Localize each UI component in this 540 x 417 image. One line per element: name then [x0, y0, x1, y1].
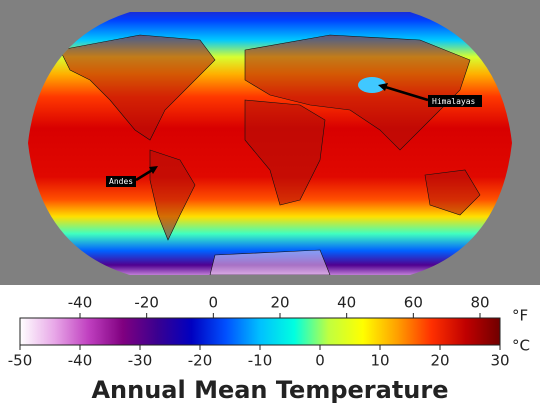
title: Annual Mean Temperature — [91, 376, 448, 404]
f-tick-label: 40 — [337, 294, 356, 312]
c-unit: °C — [512, 337, 530, 355]
annotation: Andes — [109, 177, 133, 186]
annotation-box — [428, 95, 482, 107]
f-tick-label: 0 — [209, 294, 219, 312]
annotation: Himalayas — [432, 97, 476, 106]
c-tick-label: -20 — [188, 352, 213, 370]
f-tick-label: -20 — [134, 294, 159, 312]
f-unit: °F — [512, 307, 528, 325]
f-tick-label: 60 — [404, 294, 423, 312]
colorbar — [19, 317, 501, 346]
himalaya-cold — [358, 77, 386, 93]
arrow-head — [378, 83, 388, 91]
c-tick-label: -30 — [128, 352, 153, 370]
map — [28, 12, 512, 275]
c-tick-label: -50 — [8, 352, 33, 370]
arrow — [381, 84, 429, 102]
c-tick-label: 0 — [315, 352, 325, 370]
annotation-box — [106, 176, 136, 187]
f-tick-label: 80 — [470, 294, 489, 312]
c-tick-label: -10 — [248, 352, 273, 370]
arrow-head — [149, 166, 158, 174]
c-tick-label: 20 — [430, 352, 449, 370]
continents — [59, 34, 481, 275]
c-tick-label: -40 — [68, 352, 93, 370]
c-tick-label: 10 — [370, 352, 389, 370]
f-tick-label: 20 — [270, 294, 289, 312]
arrow — [135, 167, 155, 182]
f-tick-label: -40 — [68, 294, 93, 312]
c-tick-label: 30 — [490, 352, 509, 370]
